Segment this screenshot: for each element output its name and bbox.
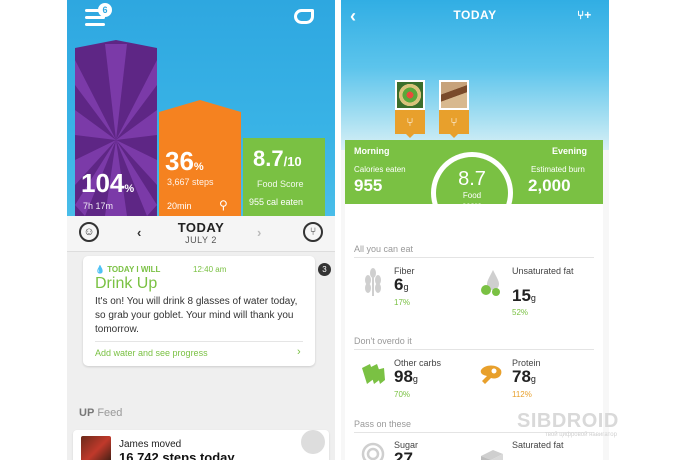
feed-item-name: James moved: [119, 439, 182, 450]
feed-item-steps: 16,742 steps today: [119, 450, 235, 460]
fork-knife-icon: ⑂: [395, 110, 425, 134]
back-button[interactable]: ‹: [350, 6, 356, 26]
nutrient-value: 15g: [512, 286, 536, 305]
section-title-can-eat: All you can eat: [354, 244, 414, 254]
food-score-label: Food Score: [257, 179, 304, 189]
steps-count: 3,667 steps: [167, 177, 214, 187]
nutrient-saturated-fat[interactable]: Saturated fat 2: [479, 440, 599, 460]
add-food-icon[interactable]: ⑂+: [577, 8, 592, 22]
watermark-subtitle: твой цифровой навигатор: [545, 432, 617, 438]
nutrient-percent: 112%: [512, 390, 532, 399]
calories-eaten-label: Calories eaten: [354, 165, 406, 174]
steps-bar-shape: [159, 100, 241, 216]
nutrient-unsaturated-fat[interactable]: Unsaturated fat 15g 52%: [479, 266, 599, 317]
sleep-bar-shape: [75, 40, 157, 216]
avatar: [81, 436, 111, 460]
estimated-burn-value: 2,000: [528, 176, 571, 195]
food-bar[interactable]: 8.7/10 Food Score 955 cal eaten: [243, 138, 325, 216]
nutrient-value: 27: [394, 449, 413, 460]
day-navigation: ☺ ‹ TODAY JULY 2 › ⑂: [67, 216, 335, 252]
nutrient-sugar[interactable]: Sugar 27: [361, 440, 481, 460]
calories-eaten-value: 955: [354, 176, 383, 195]
steps-value: 36%: [165, 146, 204, 176]
section-divider: [354, 257, 594, 258]
watermark-logo: SIBDROID: [517, 410, 619, 432]
wheat-icon: [365, 268, 381, 296]
food-score-value: 8.7: [458, 168, 486, 190]
nutrient-fiber[interactable]: Fiber 6g 17%: [361, 266, 481, 307]
sky-background: [341, 0, 609, 150]
food-bar-shape: [243, 138, 325, 216]
nutrient-percent: 70%: [394, 390, 411, 399]
notification-badge: 6: [98, 3, 112, 17]
day-title: TODAY: [177, 220, 225, 235]
nutrient-name: Sugar: [394, 440, 419, 450]
nutrient-percent: 52%: [512, 308, 529, 317]
food-detail-screen: ‹ TODAY ⑂+ ⑂ ⑂ Morning Evening Calories …: [341, 0, 609, 460]
nutrient-name: Protein: [512, 358, 541, 368]
card-body: It's on! You will drink 8 glasses of wat…: [95, 296, 298, 335]
card-time: 12:40 am: [193, 265, 227, 274]
meal-marker-evening[interactable]: ⑂: [439, 80, 469, 138]
meal-marker-morning[interactable]: ⑂: [395, 80, 425, 138]
section-divider: [354, 432, 594, 433]
sleep-bar[interactable]: 104% 7h 17m: [75, 40, 157, 216]
card-divider: [95, 341, 303, 342]
chevron-right-icon[interactable]: ›: [297, 346, 301, 358]
card-title: Drink Up: [95, 275, 158, 292]
day-date: JULY 2: [185, 235, 217, 245]
card-count-badge: 3: [318, 263, 331, 276]
page-title: TODAY: [453, 8, 497, 22]
food-log-icon[interactable]: ⑂: [303, 222, 323, 242]
fork-knife-icon: ⑂: [439, 110, 469, 134]
food-score-value: 8.7/10: [253, 146, 302, 171]
dashboard-screen: 6 104%: [67, 0, 335, 460]
food-score-label-1: Food: [462, 191, 482, 200]
today-i-will-card[interactable]: 💧 TODAY I WILL 12:40 am Drink Up It's on…: [83, 256, 315, 366]
nutrient-name: Fiber: [394, 266, 415, 276]
next-day-button[interactable]: ›: [257, 225, 262, 240]
nutrient-name: Unsaturated fat: [512, 266, 574, 276]
menu-icon[interactable]: [85, 9, 105, 27]
feed-title: UP Feed: [79, 407, 123, 419]
evening-label: Evening: [552, 146, 588, 156]
prev-day-button[interactable]: ‹: [137, 225, 142, 240]
feed-item[interactable]: James moved 16,742 steps today: [73, 430, 329, 460]
band-sync-icon[interactable]: [294, 9, 314, 24]
droplets-icon: [481, 270, 500, 296]
active-time: 20min: [167, 201, 192, 211]
lollipop-icon: [361, 442, 385, 460]
watermark: SIBDROID твой цифровой навигатор: [517, 410, 657, 446]
calories-eaten: 955 cal eaten: [249, 197, 304, 207]
calorie-summary: Morning Evening Calories eaten 955 Estim…: [345, 140, 603, 234]
smile-icon[interactable]: [301, 430, 325, 454]
nutrient-other-carbs[interactable]: Other carbs 98g 70%: [361, 358, 481, 399]
add-water-link[interactable]: Add water and see progress: [95, 348, 208, 358]
morning-label: Morning: [354, 146, 390, 156]
mood-icon[interactable]: ☺: [79, 222, 99, 242]
section-divider: [354, 349, 594, 350]
carbs-icon: [362, 364, 385, 384]
bike-icon: ⚲: [219, 198, 228, 212]
section-title-dont-overdo: Don't overdo it: [354, 336, 412, 346]
steps-bar[interactable]: 36% 3,667 steps 20min ⚲: [159, 100, 241, 216]
nutrient-protein[interactable]: Protein 78g 112%: [479, 358, 599, 399]
nutrient-percent: 17%: [394, 298, 411, 307]
nutrient-value: 98g: [394, 367, 418, 386]
sleep-duration: 7h 17m: [83, 201, 114, 211]
sleep-value: 104%: [81, 168, 135, 198]
meal-photo: [439, 80, 469, 110]
steak-icon: [480, 365, 502, 384]
butter-icon: [481, 450, 503, 460]
meal-photo: [395, 80, 425, 110]
nutrient-list: All you can eat Fiber 6g 17% Unsaturated…: [345, 204, 603, 460]
nutrient-value: 78g: [512, 367, 536, 386]
section-title-pass: Pass on these: [354, 419, 412, 429]
card-tag: 💧 TODAY I WILL: [95, 265, 161, 274]
nutrient-name: Saturated fat: [512, 440, 564, 450]
nutrient-name: Other carbs: [394, 358, 442, 368]
nutrient-value: 6g: [394, 275, 409, 294]
estimated-burn-label: Estimated burn: [531, 165, 585, 174]
